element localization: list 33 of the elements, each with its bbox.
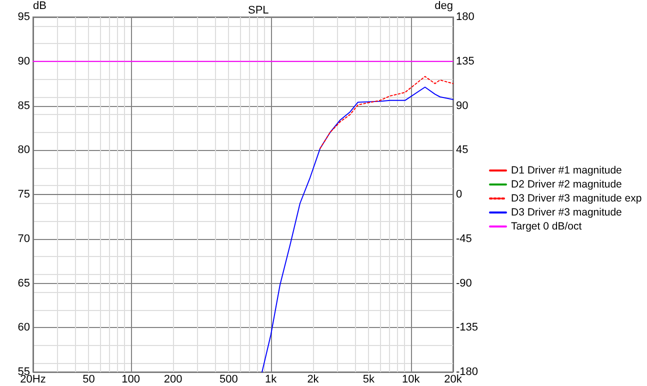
- y2-tick-label: -45: [456, 232, 472, 245]
- x-tick-label: 500: [220, 374, 238, 386]
- x-tick-label: 5k: [362, 374, 376, 386]
- chart-title: SPL: [248, 4, 269, 16]
- x-tick-label: 10k: [402, 374, 420, 386]
- legend-label: D3 Driver #3 magnitude exp: [511, 192, 642, 204]
- x-tick-label: 20k: [444, 374, 462, 386]
- y2-tick-label: -135: [456, 322, 478, 334]
- y-tick-label: 95: [18, 11, 30, 23]
- y2-axis-title: deg: [434, 0, 453, 12]
- legend-label: Target 0 dB/oct: [511, 220, 582, 232]
- y2-tick-label: 180: [456, 11, 474, 23]
- y-tick-label: 90: [18, 55, 30, 68]
- legend-label: D3 Driver #3 magnitude: [511, 206, 622, 218]
- y-axis-title: dB: [33, 0, 46, 12]
- y-tick-label: 60: [18, 322, 30, 334]
- y-tick-label: 70: [18, 232, 30, 245]
- y2-tick-label: 45: [456, 144, 468, 156]
- x-tick-label: 1k: [265, 374, 278, 386]
- y2-tick-label: 0: [456, 188, 462, 200]
- y2-tick-label: 90: [456, 100, 468, 112]
- y-tick-label: 85: [18, 100, 30, 112]
- x-tick-label: 2k: [307, 374, 320, 386]
- y2-tick-label: -90: [456, 277, 472, 290]
- x-tick-label: 100: [122, 374, 140, 386]
- x-tick-label: 50: [82, 374, 95, 386]
- y-tick-label: 65: [18, 277, 30, 290]
- y-tick-label: 75: [18, 188, 30, 200]
- x-tick-label: 200: [164, 374, 182, 386]
- y2-tick-label: 135: [456, 55, 474, 68]
- legend-label: D2 Driver #2 magnitude: [511, 178, 622, 190]
- legend-label: D1 Driver #1 magnitude: [511, 164, 622, 176]
- y-tick-label: 80: [18, 144, 30, 156]
